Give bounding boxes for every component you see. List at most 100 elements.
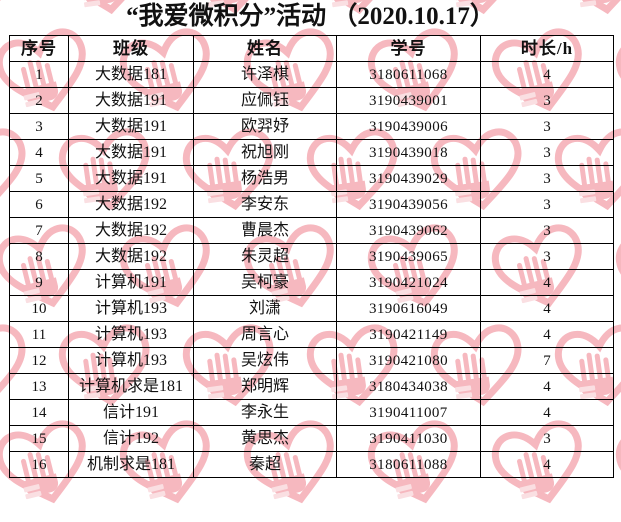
cell-student-id: 3190616049 xyxy=(337,296,481,322)
cell-hours: 3 xyxy=(481,218,614,244)
cell-sequence-number: 4 xyxy=(10,140,69,166)
cell-sequence-number: 9 xyxy=(10,270,69,296)
cell-class: 信计192 xyxy=(69,426,194,452)
cell-student-name: 欧羿妤 xyxy=(194,114,337,140)
column-header-class: 班级 xyxy=(69,36,194,62)
cell-hours: 4 xyxy=(481,452,614,478)
cell-sequence-number: 3 xyxy=(10,114,69,140)
cell-student-name: 黄思杰 xyxy=(194,426,337,452)
cell-hours: 3 xyxy=(481,140,614,166)
cell-class: 计算机求是181 xyxy=(69,374,194,400)
cell-student-name: 周言心 xyxy=(194,322,337,348)
table-header: 序号 班级 姓名 学号 时长/h xyxy=(10,36,614,62)
cell-student-id: 3190439001 xyxy=(337,88,481,114)
cell-sequence-number: 14 xyxy=(10,400,69,426)
cell-student-name: 祝旭刚 xyxy=(194,140,337,166)
cell-sequence-number: 5 xyxy=(10,166,69,192)
column-header-name: 姓名 xyxy=(194,36,337,62)
cell-student-id: 3190439056 xyxy=(337,192,481,218)
cell-class: 大数据191 xyxy=(69,140,194,166)
cell-hours: 3 xyxy=(481,192,614,218)
cell-student-name: 应佩钰 xyxy=(194,88,337,114)
cell-class: 计算机193 xyxy=(69,322,194,348)
cell-student-id: 3190411007 xyxy=(337,400,481,426)
cell-hours: 4 xyxy=(481,296,614,322)
cell-student-name: 吴柯豪 xyxy=(194,270,337,296)
cell-class: 大数据191 xyxy=(69,166,194,192)
cell-hours: 4 xyxy=(481,62,614,88)
cell-class: 大数据192 xyxy=(69,218,194,244)
cell-sequence-number: 2 xyxy=(10,88,69,114)
cell-class: 大数据181 xyxy=(69,62,194,88)
table-header-row: 序号 班级 姓名 学号 时长/h xyxy=(10,36,614,62)
cell-sequence-number: 11 xyxy=(10,322,69,348)
cell-class: 大数据191 xyxy=(69,114,194,140)
column-header-seq: 序号 xyxy=(10,36,69,62)
cell-sequence-number: 1 xyxy=(10,62,69,88)
cell-hours: 4 xyxy=(481,374,614,400)
cell-class: 大数据192 xyxy=(69,192,194,218)
cell-student-id: 3190439006 xyxy=(337,114,481,140)
column-header-hours: 时长/h xyxy=(481,36,614,62)
cell-hours: 3 xyxy=(481,88,614,114)
cell-student-id: 3180611088 xyxy=(337,452,481,478)
cell-student-name: 郑明辉 xyxy=(194,374,337,400)
cell-student-id: 3180611068 xyxy=(337,62,481,88)
cell-hours: 3 xyxy=(481,114,614,140)
cell-hours: 4 xyxy=(481,270,614,296)
cell-student-id: 3190421149 xyxy=(337,322,481,348)
cell-hours: 4 xyxy=(481,400,614,426)
cell-class: 大数据191 xyxy=(69,88,194,114)
cell-student-id: 3180434038 xyxy=(337,374,481,400)
cell-sequence-number: 15 xyxy=(10,426,69,452)
cell-class: 信计191 xyxy=(69,400,194,426)
cell-sequence-number: 16 xyxy=(10,452,69,478)
cell-student-name: 吴炫伟 xyxy=(194,348,337,374)
cell-hours: 4 xyxy=(481,322,614,348)
cell-hours: 3 xyxy=(481,166,614,192)
cell-student-id: 3190439018 xyxy=(337,140,481,166)
cell-class: 大数据192 xyxy=(69,244,194,270)
cell-student-id: 3190421024 xyxy=(337,270,481,296)
cell-student-name: 许泽棋 xyxy=(194,62,337,88)
cell-student-name: 李安东 xyxy=(194,192,337,218)
cell-student-id: 3190439062 xyxy=(337,218,481,244)
cell-student-id: 3190439065 xyxy=(337,244,481,270)
cell-student-id: 3190411030 xyxy=(337,426,481,452)
cell-sequence-number: 12 xyxy=(10,348,69,374)
cell-student-name: 秦超 xyxy=(194,452,337,478)
cell-hours: 7 xyxy=(481,348,614,374)
cell-hours: 3 xyxy=(481,426,614,452)
cell-sequence-number: 10 xyxy=(10,296,69,322)
cell-student-name: 刘潇 xyxy=(194,296,337,322)
cell-class: 计算机193 xyxy=(69,296,194,322)
cell-sequence-number: 6 xyxy=(10,192,69,218)
cell-student-id: 3190421080 xyxy=(337,348,481,374)
cell-sequence-number: 13 xyxy=(10,374,69,400)
cell-class: 机制求是181 xyxy=(69,452,194,478)
cell-student-name: 朱灵超 xyxy=(194,244,337,270)
cell-hours: 3 xyxy=(481,244,614,270)
cell-class: 计算机191 xyxy=(69,270,194,296)
cell-student-id: 3190439029 xyxy=(337,166,481,192)
cell-sequence-number: 8 xyxy=(10,244,69,270)
column-header-student-id: 学号 xyxy=(337,36,481,62)
page-title: “我爱微积分”活动 （2020.10.17） xyxy=(0,1,621,33)
